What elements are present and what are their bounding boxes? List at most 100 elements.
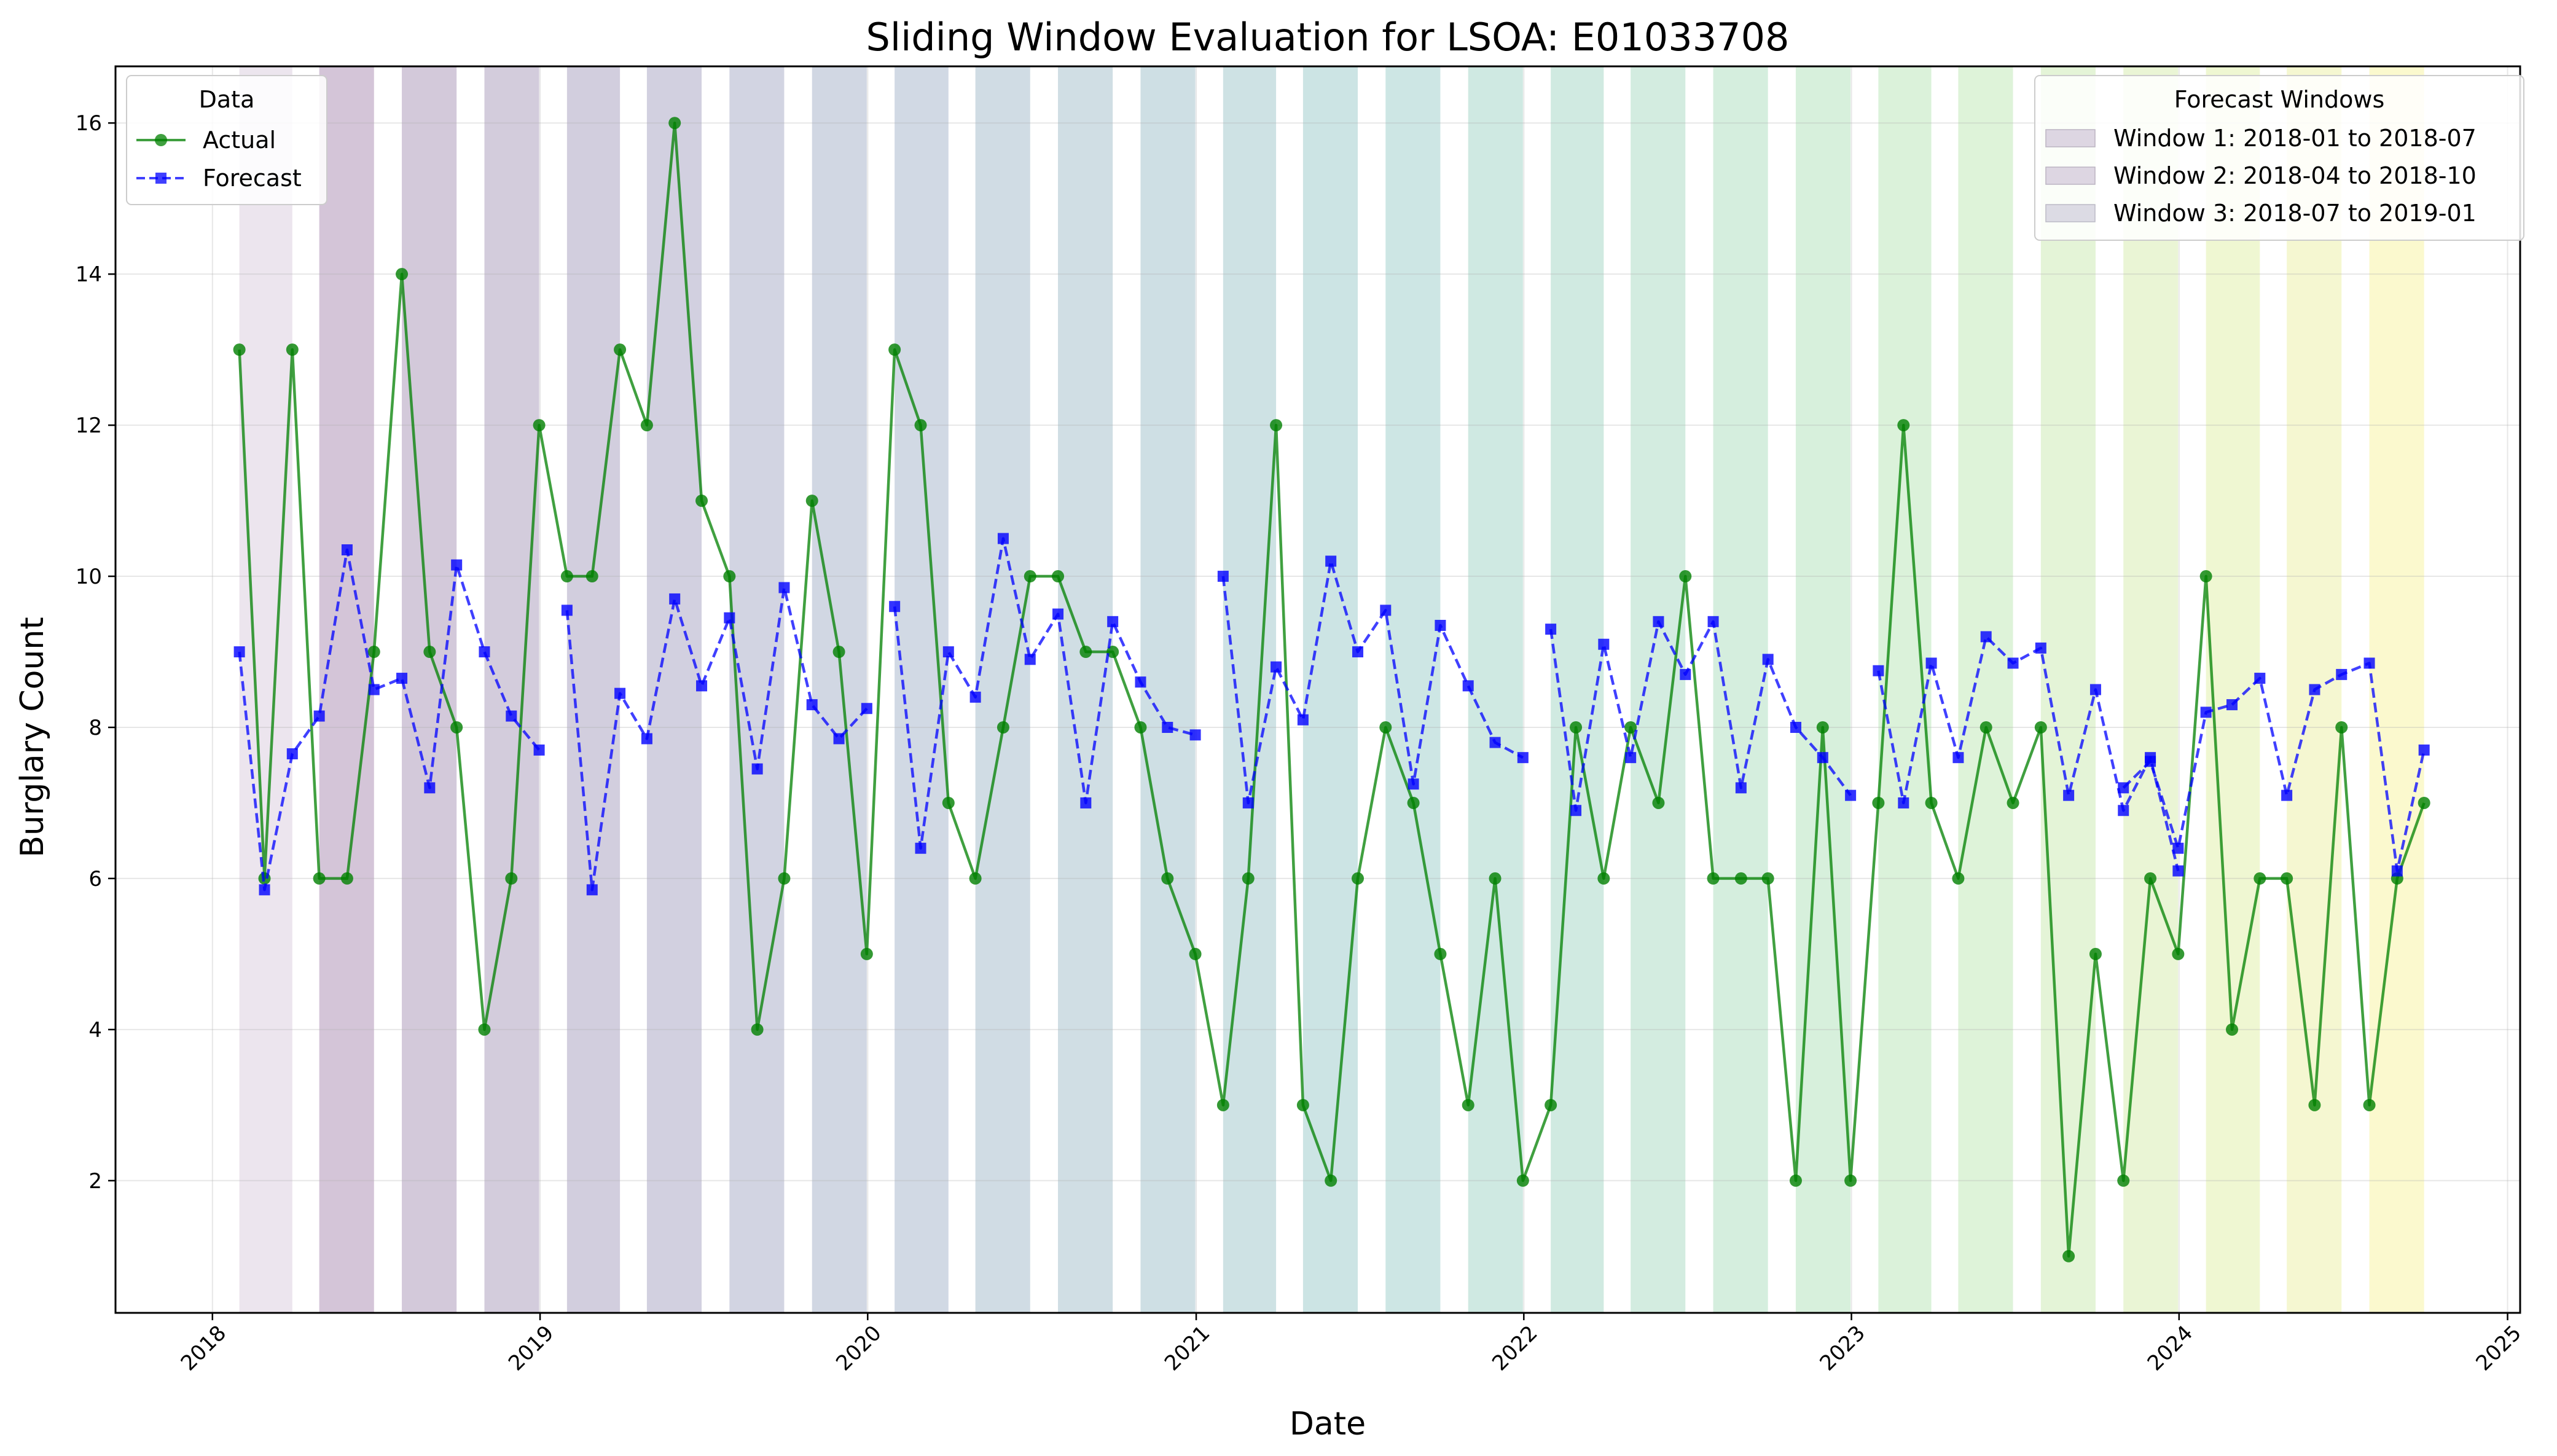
forecast-point [1489,737,1501,748]
actual-point [1024,570,1036,583]
forecast-window-band [2369,66,2424,1313]
forecast-window-band [319,66,374,1313]
forecast-point [424,782,436,794]
forecast-point [1598,638,1610,650]
forecast-window-band [402,66,457,1313]
actual-point [1789,1174,1802,1187]
actual-point [1734,872,1747,885]
forecast-window-overlap [1302,66,1358,1313]
actual-point [832,646,845,659]
forecast-point [915,842,926,854]
forecast-window-overlap [1958,66,2013,1313]
actual-point [1489,872,1502,885]
forecast-window-band [1958,66,2013,1313]
actual-point [1325,1174,1337,1187]
forecast-point [1707,616,1719,627]
forecast-point [1817,752,1828,764]
forecast-point [259,884,270,896]
forecast-window-overlap [1385,66,1441,1313]
actual-point [2335,721,2348,734]
forecast-window-overlap [729,66,785,1313]
forecast-point [1980,631,1992,643]
actual-point [1270,419,1283,432]
forecast-line [893,537,1196,850]
actual-point [1545,1098,1557,1111]
forecast-window-band [1140,66,1196,1313]
forecast-point [806,699,818,711]
forecast-point [1735,782,1747,794]
forecast-window-band [2206,66,2260,1313]
actual-point [614,343,627,356]
legend-window-3-label: Window 3: 2018-07 to 2019-01 [2113,200,2477,227]
forecast-window-band [1795,66,1851,1313]
forecast-window-overlap [1795,66,1851,1313]
actual-point [1761,872,1774,885]
actual-point [695,495,708,507]
forecast-point [533,744,545,756]
y-tick-label: 12 [76,413,102,438]
y-tick-label: 8 [88,716,102,740]
forecast-point [641,733,652,745]
actual-point [914,419,927,432]
legend-forecast-marker [155,173,166,184]
y-tick-label: 16 [76,111,102,136]
actual-point [2226,1023,2239,1036]
forecast-point [2363,657,2375,669]
forecast-point [2226,699,2238,711]
forecast-point [1517,752,1529,764]
forecast-window-overlap [1468,66,1523,1313]
forecast-line [565,586,868,891]
actual-point [942,796,955,809]
forecast-point [506,710,517,722]
legend-data-title: Data [199,86,255,113]
legend-window-2-swatch [2045,166,2096,185]
actual-point [1652,796,1665,809]
forecast-point [861,703,872,714]
forecast-point [313,710,325,722]
actual-point [478,1023,491,1036]
forecast-point [696,680,708,692]
forecast-point [1189,729,1201,741]
forecast-window-band [1713,66,1768,1313]
actual-point [2308,1098,2321,1111]
forecast-point [1570,805,1582,816]
actual-point [1407,796,1420,809]
forecast-point [1380,605,1392,616]
forecast-point [1952,752,1964,764]
actual-point [1816,721,1829,734]
actual-point [1352,872,1365,885]
forecast-point [1107,616,1119,627]
forecast-window-band [1302,66,1358,1313]
actual-point [640,419,653,432]
forecast-point [561,605,573,616]
forecast-windows [239,66,2424,1313]
forecast-point [2336,668,2348,680]
actual-point [2418,796,2430,809]
y-axis-title: Burglary Count [14,617,51,858]
actual-point [1216,1098,1229,1111]
forecast-point [2418,744,2430,756]
forecast-point [396,673,408,684]
y-tick-label: 6 [88,867,102,891]
actual-point [560,570,573,583]
actual-point [1979,721,1992,734]
forecast-point [286,748,298,760]
actual-point [1516,1174,1529,1187]
y-tick-label: 2 [88,1169,102,1194]
y-axis: 2 4 6 8 10 12 14 16 [76,111,116,1194]
forecast-window-overlap [1058,66,1113,1313]
forecast-point [2254,673,2266,684]
forecast-point [1297,714,1309,726]
forecast-point [1653,616,1664,627]
legend-actual-marker [155,134,167,146]
legend-window-3: Window 3: 2018-07 to 2019-01 [2045,200,2477,227]
forecast-window-band [975,66,1030,1313]
forecast-line [238,548,541,891]
forecast-window-band [1223,66,1277,1313]
actual-point [1052,570,1065,583]
forecast-point [2200,706,2212,718]
forecast-point [1408,778,1419,790]
legend-window-2: Window 2: 2018-04 to 2018-10 [2045,162,2477,189]
forecast-point [368,684,380,695]
actual-point [1242,872,1255,885]
